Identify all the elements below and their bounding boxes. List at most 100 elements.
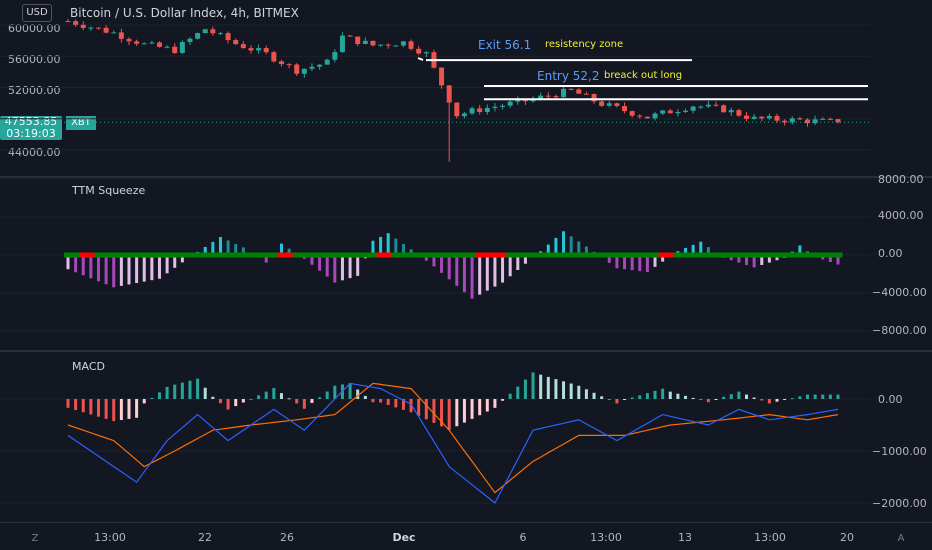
candle-body	[111, 32, 117, 34]
candle-body	[583, 93, 589, 95]
squeeze-dot	[155, 252, 164, 258]
squeeze-bar	[569, 236, 573, 255]
time-label: 13:00	[590, 531, 622, 544]
resistance-annotation[interactable]: resistency zone	[545, 39, 624, 50]
squeeze-bar	[493, 255, 497, 287]
timezone-button[interactable]: Z	[31, 533, 39, 544]
time-label: 13:00	[94, 531, 126, 544]
macd-histogram-bar	[493, 399, 497, 408]
candle-body	[591, 94, 597, 102]
squeeze-dot	[551, 252, 561, 258]
price-pane[interactable]: USD Bitcoin / U.S. Dollar Index, 4h, BIT…	[0, 0, 932, 176]
squeeze-bar	[386, 233, 390, 255]
candle-body	[217, 33, 223, 35]
macd-histogram-bar	[318, 397, 322, 399]
squeeze-bar	[81, 255, 85, 276]
squeeze-dot	[834, 252, 843, 258]
entry-annotation[interactable]: Entry 52,2	[537, 69, 600, 83]
candle-body	[698, 106, 704, 108]
squeeze-dot	[681, 252, 691, 258]
squeeze-bar	[135, 255, 139, 284]
squeeze-bar	[165, 255, 169, 274]
exit-annotation[interactable]: Exit 56.1	[478, 38, 532, 52]
squeeze-dot	[704, 252, 713, 258]
squeeze-dot	[361, 252, 370, 258]
squeeze-dot	[559, 252, 569, 258]
macd-histogram-bar	[737, 391, 741, 399]
squeeze-dot	[71, 252, 81, 258]
macd-chart[interactable]	[0, 352, 932, 522]
candle-body	[835, 119, 841, 123]
time-axis[interactable]: Z 13:00 22 26 Dec 6 13:00 13 13:00 20 A	[0, 523, 932, 550]
squeeze-dot	[216, 252, 225, 258]
candle-body	[461, 113, 467, 117]
candle-body	[400, 41, 406, 46]
candle-body	[683, 110, 689, 112]
squeeze-pane[interactable]: TTM Squeeze 8000.00 4000.00 0.00 −4000.0…	[0, 173, 932, 350]
squeeze-dot	[452, 252, 462, 258]
squeeze-bar	[485, 255, 489, 291]
macd-histogram-bar	[584, 389, 588, 399]
squeeze-axis-label: −4000.00	[872, 286, 927, 299]
time-label: 26	[280, 531, 294, 544]
macd-histogram-bar	[836, 394, 840, 399]
squeeze-bar	[401, 243, 405, 255]
macd-histogram-bar	[828, 394, 832, 399]
squeeze-bar	[615, 255, 619, 269]
macd-histogram-bar	[157, 392, 161, 399]
currency-button[interactable]: USD	[22, 4, 52, 22]
squeeze-dot	[597, 252, 607, 258]
candle-body	[95, 27, 101, 29]
squeeze-dot	[818, 252, 828, 258]
squeeze-bar	[356, 255, 360, 276]
squeeze-bar	[645, 255, 649, 273]
macd-histogram-bar	[798, 396, 802, 399]
candlestick-chart[interactable]	[0, 0, 932, 176]
squeeze-bar	[333, 255, 337, 283]
candle-body	[126, 38, 132, 42]
candle-body	[339, 35, 345, 53]
squeeze-bar	[371, 240, 375, 255]
squeeze-bar	[798, 245, 802, 255]
auto-scale-button[interactable]: A	[897, 533, 905, 544]
candle-body	[362, 40, 368, 44]
squeeze-histogram[interactable]	[0, 178, 932, 350]
breakout-annotation[interactable]: breack out long	[604, 70, 683, 81]
macd-histogram-bar	[333, 385, 337, 399]
squeeze-bar	[112, 255, 116, 288]
candle-body	[797, 118, 803, 120]
squeeze-bar	[409, 249, 413, 255]
macd-pane[interactable]: MACD 0.00 −1000.00 −2000.00	[0, 352, 932, 522]
macd-histogram-bar	[196, 378, 200, 399]
squeeze-dot	[384, 252, 393, 258]
squeeze-dot	[193, 252, 203, 258]
squeeze-title: TTM Squeeze	[72, 184, 146, 197]
pane-divider[interactable]	[0, 350, 932, 352]
candle-body	[820, 118, 826, 120]
macd-histogram-bar	[653, 390, 657, 399]
pane-divider[interactable]	[0, 176, 932, 178]
squeeze-bar	[440, 255, 444, 273]
squeeze-bar	[638, 255, 642, 272]
squeeze-dot	[338, 252, 347, 258]
squeeze-bar	[577, 241, 581, 255]
macd-histogram-bar	[645, 393, 649, 399]
squeeze-dot	[330, 252, 340, 258]
macd-histogram-bar	[447, 399, 451, 430]
squeeze-dot	[94, 252, 103, 258]
candle-body	[248, 48, 254, 51]
macd-histogram-bar	[310, 399, 314, 403]
squeeze-bar	[478, 255, 482, 295]
macd-axis-label: −2000.00	[872, 497, 927, 510]
macd-histogram-bar	[142, 399, 146, 404]
candle-body	[103, 27, 109, 33]
squeeze-bar	[554, 237, 558, 255]
candle-body	[278, 61, 284, 65]
candle-body	[675, 111, 681, 114]
squeeze-bar	[318, 255, 322, 271]
squeeze-dot	[757, 252, 767, 258]
squeeze-bar	[150, 255, 154, 281]
candle-body	[324, 59, 330, 65]
macd-histogram-bar	[706, 399, 710, 403]
squeeze-bar	[127, 255, 131, 285]
